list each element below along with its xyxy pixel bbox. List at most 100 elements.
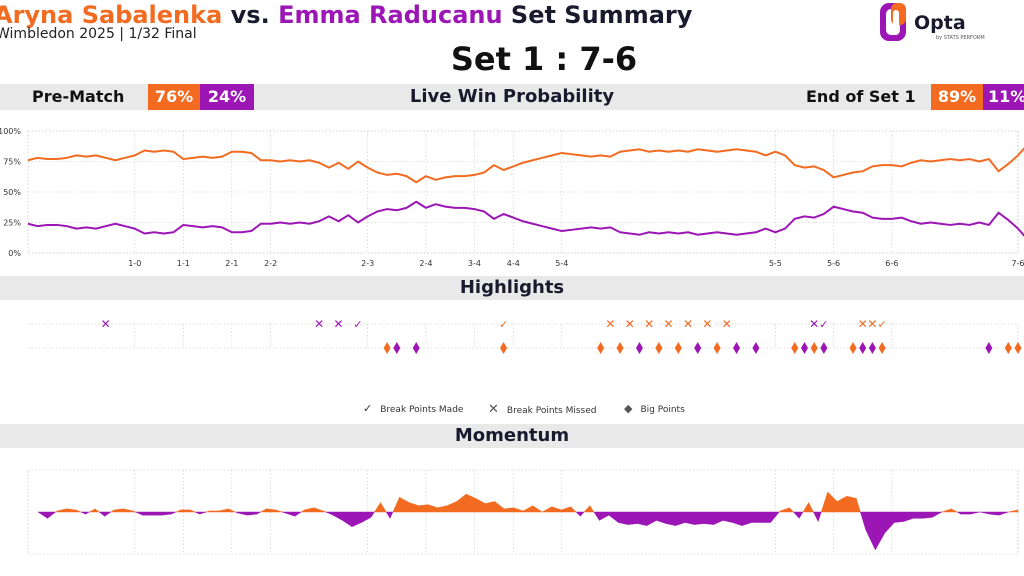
momentum-area-player2 [722, 511, 733, 523]
momentum-area-player2 [351, 511, 362, 528]
momentum-area-player1 [392, 497, 400, 513]
series-line-player1 [27, 147, 1024, 184]
break-point-missed-mark: ✕ [702, 317, 712, 331]
momentum-frame [27, 469, 1019, 555]
legend-break-missed: ✕ Break Points Missed [488, 402, 597, 417]
momentum-area-player2 [922, 511, 933, 519]
legend-break-made-label: Break Points Made [380, 405, 464, 415]
pre-match-p1-pill: 76% [148, 84, 200, 110]
momentum-area-player1 [827, 491, 838, 513]
momentum-area-player2 [142, 511, 153, 516]
momentum-area-player2 [732, 511, 743, 526]
momentum-area-player1 [380, 501, 387, 513]
big-point-mark [849, 342, 857, 354]
momentum-header: Momentum [0, 424, 1024, 448]
momentum-area-player2 [247, 511, 258, 516]
highlights-chart: ✕ ✕ ✕ ✓ ✓ ✕ ✕ ✕ ✕ ✕ ✕ ✕ ✕ ✓ ✕ ✕ ✓ [28, 317, 1022, 354]
momentum-area-player2 [285, 511, 296, 517]
momentum-area-player2 [637, 511, 648, 526]
momentum-area-player1 [94, 508, 100, 513]
momentum-area-player2 [170, 511, 177, 515]
momentum-area-player2 [151, 511, 162, 516]
break-point-missed-mark: ✕ [625, 317, 635, 331]
momentum-area-player2 [85, 511, 90, 515]
momentum-area-player1 [180, 509, 191, 513]
momentum-area-player2 [665, 511, 676, 526]
momentum-area-player1 [465, 493, 476, 513]
momentum-area-player1 [399, 496, 410, 513]
momentum-area-player2 [989, 511, 1000, 516]
momentum-area-player2 [294, 511, 303, 517]
momentum-area-player1 [951, 508, 958, 513]
cross-icon: ✕ [488, 402, 499, 417]
big-point-mark [752, 342, 760, 354]
momentum-area-player1 [123, 508, 134, 513]
momentum-area-player2 [703, 511, 714, 525]
momentum-area-player1 [446, 501, 457, 513]
momentum-area-player2 [813, 511, 819, 522]
big-point-mark [383, 342, 391, 354]
highlights-title: Highlights [459, 277, 565, 298]
momentum-chart [27, 469, 1019, 555]
break-point-missed-mark: ✕ [605, 317, 615, 331]
momentum-area-player2 [884, 511, 895, 534]
momentum-area-player1 [513, 507, 524, 513]
big-point-mark [655, 342, 663, 354]
win-probability-title: Live Win Probability [409, 86, 615, 107]
big-point-mark [791, 342, 799, 354]
score-tick-label: 2-1 [225, 259, 238, 268]
break-point-made-mark: ✓ [819, 318, 828, 331]
score-tick-label: 2-4 [419, 259, 432, 268]
score-tick-label: 6-6 [885, 259, 898, 268]
y-tick-label: 50% [3, 188, 21, 197]
legend-break-missed-label: Break Points Missed [506, 406, 597, 416]
title-suffix: Set Summary [502, 1, 693, 29]
big-point-mark [1004, 342, 1012, 354]
momentum-area-player2 [741, 511, 752, 526]
tournament-subtitle: Wimbledon 2025 | 1/32 Final [0, 26, 197, 42]
momentum-area-player2 [593, 511, 600, 522]
momentum-area-player1 [260, 508, 267, 513]
momentum-area-player2 [760, 511, 771, 523]
momentum-area-player1 [313, 507, 324, 513]
pre-match-p2-pill: 24% [200, 84, 254, 110]
momentum-area-player2 [646, 511, 657, 527]
break-point-missed-mark: ✕ [664, 317, 674, 331]
break-point-made-mark: ✓ [878, 318, 887, 331]
break-point-missed-mark: ✕ [867, 317, 877, 331]
big-point-mark [393, 342, 401, 354]
big-point-mark [674, 342, 682, 354]
break-point-made-mark: ✓ [499, 318, 508, 331]
big-point-mark [635, 342, 643, 354]
momentum-area-player2 [770, 511, 780, 524]
momentum-area-player2 [37, 511, 48, 519]
player2-name: Emma Raducanu [278, 1, 503, 29]
momentum-area-player2 [47, 511, 57, 519]
momentum-area-player1 [66, 508, 77, 513]
momentum-area-player1 [779, 507, 790, 513]
momentum-area-player2 [618, 511, 629, 525]
big-point-mark [985, 342, 993, 354]
break-point-missed-mark: ✕ [809, 317, 819, 331]
momentum-area-player1 [856, 498, 861, 513]
momentum-area-player1 [89, 508, 96, 513]
y-tick-label: 100% [0, 127, 21, 136]
score-tick-label: 5-6 [827, 259, 840, 268]
y-tick-label: 75% [3, 158, 21, 167]
momentum-area-player1 [275, 509, 283, 513]
logo-subtext: by STATS PERFORM [936, 35, 985, 41]
win-probability-header: Pre-Match 76% 24% Live Win Probability E… [0, 84, 1024, 110]
momentum-area-player2 [342, 511, 353, 528]
momentum-area-player1 [218, 508, 229, 513]
score-tick-label: 5-5 [769, 259, 782, 268]
logo-text: Opta [914, 12, 966, 34]
title-vs: vs. [222, 1, 279, 29]
momentum-area-player2 [332, 511, 343, 521]
momentum-area-player1 [304, 507, 315, 513]
big-point-mark [800, 342, 808, 354]
momentum-area-player1 [209, 510, 220, 513]
momentum-area-player1 [408, 502, 419, 513]
momentum-area-player2 [199, 511, 207, 515]
end-set-p2-pill: 11% [983, 84, 1024, 110]
big-point-mark [500, 342, 508, 354]
